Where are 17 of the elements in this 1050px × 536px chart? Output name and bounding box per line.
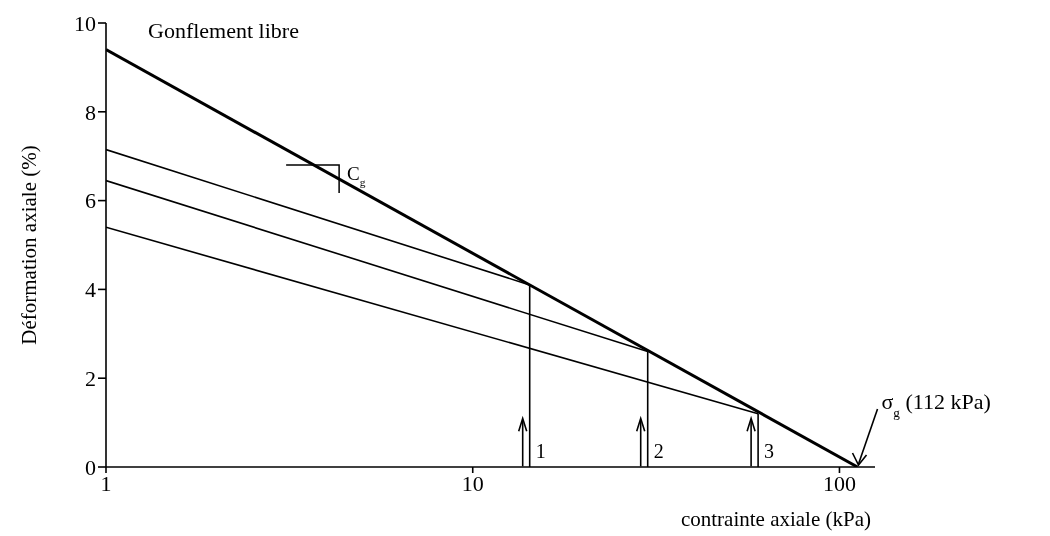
y-axis-title: Déformation axiale (%): [17, 145, 42, 345]
y-tick-label: 6: [85, 188, 96, 214]
y-tick-label: 10: [74, 10, 96, 36]
annotation: 2: [653, 440, 664, 463]
x-tick-label: 1: [100, 470, 112, 496]
x-axis-title: contrainte axiale (kPa): [680, 507, 872, 531]
y-tick-label: 2: [85, 366, 96, 392]
series-label: Gonflement libre: [148, 17, 299, 43]
y-tick-label: 8: [85, 99, 96, 125]
y-tick-label: 0: [85, 454, 96, 480]
x-tick-label: 10: [461, 470, 484, 496]
annotation: C$_{g}$: [347, 163, 366, 189]
y-tick-label: 4: [85, 277, 96, 303]
annotation: σ$_{g}$ (112 kPa): [881, 389, 991, 420]
annotation: 1: [535, 440, 546, 463]
x-tick-label: 100: [822, 470, 856, 496]
annotation: 3: [764, 440, 775, 463]
